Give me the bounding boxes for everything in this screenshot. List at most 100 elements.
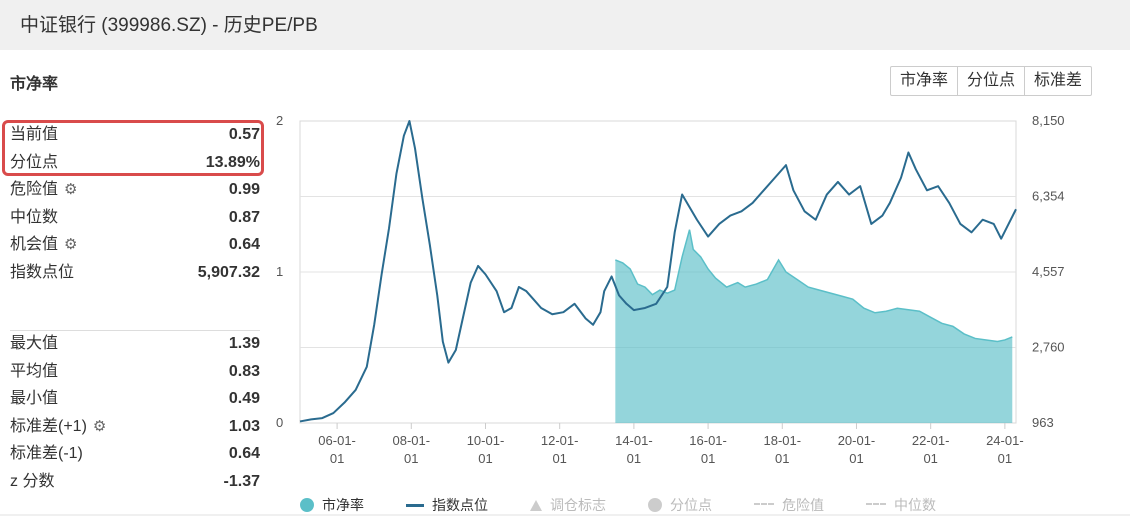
x-tick-label: 18-01-01 [763,433,801,466]
dash-icon [866,503,886,507]
x-tick-label: 14-01-01 [615,433,653,466]
stat-label-text: 危险值 [10,181,59,198]
legend-label: 分位点 [670,497,712,513]
stat-label-text: z 分数 [10,472,55,490]
metric-tabs: 市净率 分位点 标准差 [890,66,1093,96]
x-tick-label: 10-01-01 [467,433,505,466]
pb-line [615,229,1013,343]
y-right-tick-label: 6,354 [1032,188,1065,203]
tab-stddev[interactable]: 标准差 [1034,72,1083,89]
stat-row: 标准差(-1) 0.64 [10,440,260,468]
legend-item[interactable]: 危险值 [754,495,824,515]
legend-label: 调仓标志 [550,497,606,513]
highlight-box [2,120,264,176]
y-left-tick-label: 0 [276,415,283,430]
stat-label: 最大值 [10,330,58,358]
stat-value: 1.39 [228,335,260,352]
stats-divider [10,330,260,331]
title-bar: 中证银行 (399986.SZ) - 历史PE/PB [0,0,1130,48]
stat-label-text: 指数点位 [10,263,75,281]
stat-row: 最大值 1.39 [10,330,260,358]
stat-label-text: 当前值 [10,126,59,143]
stats-bottom: 最大值 1.39 平均值 0.83 最小值 0.49 标准差(+1) ⚙ 1.03 标准差(-1)… [10,330,260,495]
stat-row: 标准差(+1) ⚙ 1.03 [10,413,260,441]
stat-value: 1.03 [228,417,260,435]
stat-row: 最小值 0.49 [10,385,260,413]
stat-row: 平均值 0.83 [10,358,260,386]
stat-row: 机会值 ⚙ 0.64 [10,231,260,259]
stat-label: 标准差(+1) ⚙ [10,413,106,441]
y-right-tick-label: 963 [1032,415,1054,430]
stat-row: 中位数 0.87 [10,204,260,232]
legend-label: 中位数 [894,497,936,513]
stat-label-text: 分位点 [10,153,59,171]
stat-label-text: 标准差(-1) [10,445,83,462]
chart-area: 963 2,760 4,557 6,354 8,150 0 1 2 06-01-01 08-01-… [265,110,1130,510]
stat-value: 5,907.32 [197,263,260,281]
stat-value: 0.64 [228,445,260,462]
page-title: 中证银行 (399986.SZ) - 历史PE/PB [20,15,318,36]
stat-label: 危险值 ⚙ [10,176,77,204]
content-card: 市净率 市净率 分位点 标准差 当前值 0.57 分位点 13.89% 危险值 ⚙ 0.99… [0,50,1130,514]
chart-legend: 市净率 指数点位 调仓标志 分位点 危险值 中位数 [300,494,978,516]
legend-item[interactable]: 中位数 [866,495,936,515]
stat-label: 平均值 [10,358,58,386]
stat-value: 13.89% [205,153,260,171]
stat-value: 0.64 [228,236,260,253]
stat-label-text: 标准差(+1) [10,417,87,435]
stat-label-text: 最小值 [10,390,59,407]
stat-row: z 分数 -1.37 [10,468,260,496]
stat-row: 分位点 13.89% [10,149,260,177]
stat-value: 0.99 [228,181,260,198]
legend-item[interactable]: 指数点位 [406,495,488,515]
legend-item[interactable]: 调仓标志 [530,495,606,515]
legend-label: 指数点位 [432,497,488,513]
triangle-icon [530,499,542,511]
x-tick-label: 22-01-01 [912,433,950,466]
legend-item[interactable]: 市净率 [300,495,364,515]
stat-label: 最小值 [10,385,58,413]
stat-label-text: 平均值 [10,362,59,380]
y-left-tick-label: 1 [276,264,283,279]
stat-row: 危险值 ⚙ 0.99 [10,176,260,204]
stat-label-text: 中位数 [10,208,59,226]
y-left-tick-label: 2 [276,113,283,128]
stat-label-text: 机会值 [10,236,59,253]
y-right-tick-label: 4,557 [1032,264,1065,279]
stat-value: 0.49 [228,390,260,407]
stat-label: 指数点位 [10,259,74,287]
stat-row: 当前值 0.57 [10,121,260,149]
stat-label: 当前值 [10,121,58,149]
gear-icon[interactable]: ⚙ [64,181,78,198]
stat-label: 标准差(-1) [10,440,83,468]
x-tick-label: 16-01-01 [689,433,727,466]
circle-icon [300,498,314,512]
gear-icon[interactable]: ⚙ [92,417,107,435]
tab-percentile[interactable]: 分位点 [958,67,1026,95]
x-tick-label: 20-01-01 [838,433,876,466]
tab-pb[interactable]: 市净率 [891,67,959,95]
index-line [299,120,1017,423]
section-title: 市净率 [10,76,59,93]
stat-label-text: 最大值 [10,335,59,352]
stat-label: 中位数 [10,204,58,232]
circle-icon [648,498,662,512]
chart-svg: 963 2,760 4,557 6,354 8,150 0 1 2 06-01-01 08-01-… [276,113,1065,466]
stat-label: 分位点 [10,149,58,177]
x-tick-label: 06-01-01 [318,433,356,466]
stat-value: 0.57 [228,126,260,143]
x-tick-label: 12-01-01 [541,433,579,466]
x-tick-label: 08-01-01 [393,433,431,466]
legend-label: 危险值 [782,497,824,513]
stat-label: z 分数 [10,468,54,496]
stat-row: 指数点位 5,907.32 [10,259,260,287]
y-right-tick-label: 2,760 [1032,339,1065,354]
y-right-tick-label: 8,150 [1032,113,1065,128]
dash-icon [754,503,774,507]
gear-icon[interactable]: ⚙ [64,236,78,253]
stats-top: 当前值 0.57 分位点 13.89% 危险值 ⚙ 0.99 中位数 0.87 机会值 ⚙ 0.64 指… [10,121,260,286]
stat-value: 0.83 [228,362,260,380]
legend-label: 市净率 [322,497,364,513]
legend-item[interactable]: 分位点 [648,495,712,515]
stat-label: 机会值 ⚙ [10,231,77,259]
